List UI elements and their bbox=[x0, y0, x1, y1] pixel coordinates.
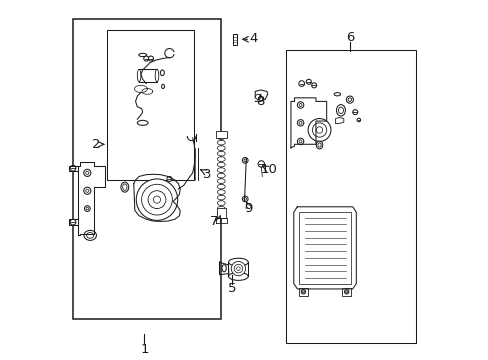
Ellipse shape bbox=[316, 141, 322, 149]
Circle shape bbox=[148, 56, 153, 61]
Text: 9: 9 bbox=[244, 202, 252, 215]
Circle shape bbox=[231, 261, 245, 276]
Text: 1: 1 bbox=[140, 343, 148, 356]
Ellipse shape bbox=[217, 190, 225, 194]
Circle shape bbox=[352, 110, 357, 114]
Circle shape bbox=[302, 291, 304, 293]
Circle shape bbox=[166, 176, 172, 181]
Text: 7: 7 bbox=[209, 215, 218, 228]
Circle shape bbox=[297, 138, 303, 145]
Circle shape bbox=[301, 290, 305, 294]
Ellipse shape bbox=[160, 70, 164, 76]
Ellipse shape bbox=[217, 206, 225, 211]
Circle shape bbox=[86, 207, 88, 210]
Bar bbox=[341, 288, 350, 296]
Circle shape bbox=[299, 140, 302, 143]
Bar bbox=[107, 30, 194, 180]
Ellipse shape bbox=[217, 146, 225, 150]
Ellipse shape bbox=[121, 182, 128, 192]
Circle shape bbox=[148, 191, 165, 208]
Ellipse shape bbox=[139, 53, 146, 57]
Circle shape bbox=[136, 179, 177, 220]
Text: 3: 3 bbox=[203, 168, 211, 181]
Circle shape bbox=[307, 118, 330, 141]
Circle shape bbox=[70, 165, 76, 171]
Circle shape bbox=[83, 169, 91, 176]
Circle shape bbox=[347, 98, 351, 102]
Circle shape bbox=[345, 291, 347, 293]
Ellipse shape bbox=[217, 162, 225, 167]
Bar bbox=[299, 288, 307, 296]
Bar bbox=[216, 131, 226, 138]
Ellipse shape bbox=[228, 273, 248, 280]
Circle shape bbox=[299, 121, 302, 124]
Circle shape bbox=[258, 161, 264, 167]
Circle shape bbox=[85, 171, 89, 175]
Bar bbox=[139, 69, 157, 82]
Ellipse shape bbox=[217, 201, 225, 206]
Ellipse shape bbox=[217, 184, 225, 189]
Bar bbox=[73, 19, 221, 319]
Circle shape bbox=[316, 127, 322, 133]
Circle shape bbox=[244, 198, 246, 200]
Bar bbox=[233, 34, 237, 45]
Circle shape bbox=[236, 267, 240, 270]
Ellipse shape bbox=[84, 230, 96, 240]
Ellipse shape bbox=[336, 105, 345, 116]
Circle shape bbox=[313, 120, 318, 125]
Text: 5: 5 bbox=[227, 283, 236, 296]
Ellipse shape bbox=[222, 265, 226, 272]
Text: 6: 6 bbox=[345, 31, 353, 44]
Ellipse shape bbox=[217, 195, 225, 200]
Circle shape bbox=[311, 83, 316, 88]
Ellipse shape bbox=[137, 120, 148, 125]
Circle shape bbox=[83, 187, 91, 194]
Ellipse shape bbox=[217, 135, 225, 139]
Ellipse shape bbox=[217, 173, 225, 178]
Ellipse shape bbox=[137, 69, 141, 82]
Bar bbox=[217, 207, 225, 217]
Circle shape bbox=[356, 118, 360, 122]
Circle shape bbox=[312, 123, 326, 137]
Circle shape bbox=[255, 94, 260, 99]
Ellipse shape bbox=[217, 157, 225, 161]
Circle shape bbox=[298, 81, 304, 86]
Text: 2: 2 bbox=[92, 138, 101, 151]
Ellipse shape bbox=[86, 233, 94, 238]
Circle shape bbox=[242, 157, 247, 163]
Circle shape bbox=[305, 79, 311, 84]
Circle shape bbox=[142, 184, 172, 215]
Ellipse shape bbox=[217, 140, 225, 145]
Bar bbox=[285, 50, 415, 342]
Circle shape bbox=[297, 102, 303, 108]
Circle shape bbox=[297, 120, 303, 126]
Ellipse shape bbox=[228, 258, 248, 266]
Bar bbox=[299, 212, 350, 284]
Circle shape bbox=[70, 219, 76, 225]
Circle shape bbox=[242, 196, 247, 202]
Ellipse shape bbox=[217, 168, 225, 172]
Text: 10: 10 bbox=[260, 163, 277, 176]
Ellipse shape bbox=[122, 184, 127, 190]
Text: 8: 8 bbox=[256, 95, 264, 108]
Ellipse shape bbox=[162, 84, 164, 89]
Ellipse shape bbox=[338, 107, 343, 113]
Ellipse shape bbox=[155, 69, 159, 82]
Text: 4: 4 bbox=[249, 32, 257, 45]
Circle shape bbox=[314, 122, 316, 124]
Circle shape bbox=[346, 96, 353, 103]
Ellipse shape bbox=[317, 143, 321, 147]
Circle shape bbox=[344, 290, 348, 294]
Circle shape bbox=[244, 159, 246, 162]
Circle shape bbox=[85, 189, 89, 192]
Circle shape bbox=[84, 206, 90, 211]
Circle shape bbox=[299, 104, 302, 107]
Ellipse shape bbox=[333, 93, 340, 96]
Circle shape bbox=[153, 196, 160, 203]
Ellipse shape bbox=[217, 151, 225, 156]
Ellipse shape bbox=[217, 179, 225, 184]
Circle shape bbox=[143, 56, 148, 61]
Circle shape bbox=[234, 264, 242, 273]
